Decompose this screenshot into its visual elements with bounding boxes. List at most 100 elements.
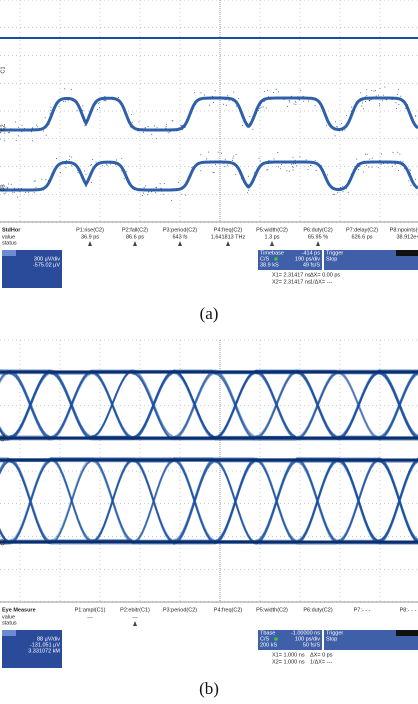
noise-dot <box>309 98 310 99</box>
noise-dot <box>336 126 337 127</box>
noise-dot <box>118 97 119 98</box>
noise-dot <box>386 99 387 100</box>
noise-dot <box>411 185 412 186</box>
noise-dot <box>225 159 226 160</box>
noise-dot <box>105 100 106 101</box>
noise-dot <box>131 114 132 115</box>
noise-dot <box>193 108 194 109</box>
measure-header: P8:- - - <box>400 607 417 613</box>
noise-dot <box>384 87 385 88</box>
measure-header: P6:duty(C2) <box>303 227 333 233</box>
noise-dot <box>260 105 261 106</box>
noise-dot <box>295 101 296 102</box>
noise-dot <box>235 100 236 101</box>
noise-dot <box>303 96 304 97</box>
noise-dot <box>248 187 249 188</box>
noise-dot <box>132 122 133 123</box>
noise-dot <box>166 124 167 125</box>
noise-dot <box>31 131 32 132</box>
noise-dot <box>397 94 398 95</box>
noise-dot <box>236 167 237 168</box>
noise-dot <box>241 178 242 179</box>
noise-dot <box>4 193 5 194</box>
noise-dot <box>50 113 51 114</box>
noise-dot <box>52 173 53 174</box>
noise-dot <box>102 165 103 166</box>
noise-dot <box>213 102 214 103</box>
noise-dot <box>124 178 125 179</box>
noise-dot <box>47 124 48 125</box>
noise-dot <box>103 99 104 100</box>
noise-dot <box>72 100 73 101</box>
noise-dot <box>82 106 83 107</box>
noise-dot <box>410 173 411 174</box>
noise-dot <box>359 166 360 167</box>
noise-dot <box>195 104 196 105</box>
measure-header: P5:width(C2) <box>256 607 288 613</box>
cs-led <box>274 257 278 261</box>
cursor-readout: ΔX= 0 ps <box>310 652 333 658</box>
scope-area <box>0 340 418 602</box>
noise-dot <box>274 159 275 160</box>
noise-dot <box>383 163 384 164</box>
noise-dot <box>64 162 65 163</box>
noise-dot <box>143 131 144 132</box>
row-label: status <box>2 240 17 246</box>
noise-dot <box>263 106 264 107</box>
cursor-readout: ΔX= 0.00 ps <box>310 272 340 278</box>
noise-dot <box>200 99 201 100</box>
noise-dot <box>371 167 372 168</box>
noise-dot <box>369 100 370 101</box>
noise-dot <box>327 174 328 175</box>
noise-dot <box>296 165 297 166</box>
noise-dot <box>289 102 290 103</box>
noise-dot <box>343 127 344 128</box>
cursor-readout: X2= 2.31417 ns <box>272 279 311 285</box>
channel-setting: -575.02 µV <box>33 262 60 268</box>
noise-dot <box>392 99 393 100</box>
noise-dot <box>170 131 171 132</box>
noise-dot <box>382 100 383 101</box>
noise-dot <box>228 97 229 98</box>
channel-tab <box>2 250 16 256</box>
noise-dot <box>289 171 290 172</box>
noise-dot <box>351 174 352 175</box>
noise-dot <box>92 159 93 160</box>
noise-dot <box>282 162 283 163</box>
noise-dot <box>182 125 183 126</box>
noise-dot <box>207 162 208 163</box>
noise-dot <box>7 188 8 189</box>
noise-dot <box>363 171 364 172</box>
noise-dot <box>302 99 303 100</box>
noise-dot <box>86 183 87 184</box>
noise-dot <box>35 181 36 182</box>
noise-dot <box>62 162 63 163</box>
noise-dot <box>293 167 294 168</box>
measure-label: Eye Measure <box>2 607 36 613</box>
measure-header: P6:duty(C2) <box>303 607 333 613</box>
noise-dot <box>127 178 128 179</box>
noise-dot <box>126 177 127 178</box>
noise-dot <box>321 167 322 168</box>
noise-dot <box>53 171 54 172</box>
measure-header: P2:fall(C2) <box>122 227 148 233</box>
noise-dot <box>51 114 52 115</box>
measure-header: P2:ebitr(C1) <box>120 607 150 613</box>
noise-dot <box>87 181 88 182</box>
noise-dot <box>238 98 239 99</box>
noise-dot <box>172 189 173 190</box>
noise-dot <box>227 165 228 166</box>
noise-dot <box>310 165 311 166</box>
noise-dot <box>144 187 145 188</box>
noise-dot <box>160 183 161 184</box>
noise-dot <box>212 96 213 97</box>
noise-dot <box>356 101 357 102</box>
noise-dot <box>18 188 19 189</box>
noise-dot <box>366 95 367 96</box>
noise-dot <box>164 183 165 184</box>
noise-dot <box>65 101 66 102</box>
noise-dot <box>365 96 366 97</box>
noise-dot <box>303 162 304 163</box>
noise-dot <box>267 90 268 91</box>
noise-dot <box>226 105 227 106</box>
